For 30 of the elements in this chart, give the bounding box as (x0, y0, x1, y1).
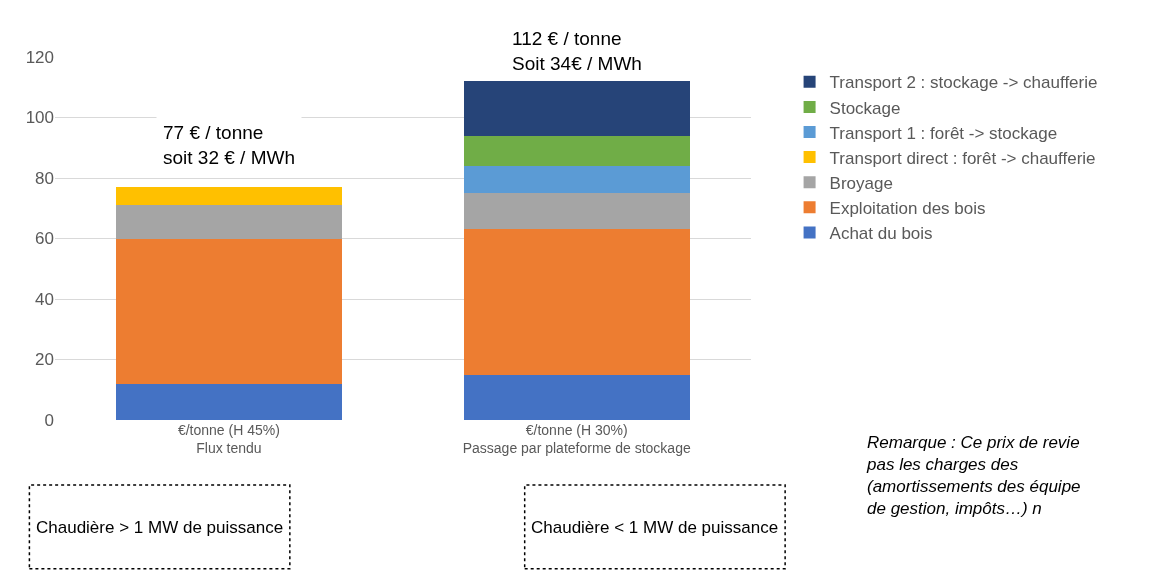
y-tick-label: 0 (44, 410, 54, 430)
bar (463, 165, 690, 194)
bar (463, 374, 690, 420)
legend-label: Broyage (829, 173, 893, 193)
legend-label: Stockage (829, 98, 901, 118)
y-tick-label: 60 (35, 229, 54, 249)
x-tick-label: €/tonne (H 45%) Flux tendu (177, 422, 280, 457)
text: Chaudière > 1 MW de puissance (36, 518, 284, 537)
bar (463, 135, 690, 166)
bar (115, 205, 342, 239)
annotation: 77 € / tonne soit 32 € / MWh (163, 122, 295, 168)
y-tick-label: 120 (25, 47, 54, 67)
legend-label: Transport 2 : stockage -> chaufferie (829, 73, 1098, 93)
bar (463, 193, 690, 230)
text: Remarque : Ce prix de revie pas les charges des (amortissements des équipe de gestion, impôts…) n (866, 433, 1081, 519)
legend-label: Transport 1 : forêt -> stockage (829, 123, 1058, 143)
y-tick-label: 20 (35, 350, 54, 370)
legend-label: Exploitation des bois (829, 198, 986, 218)
text: Chaudière < 1 MW de puissance (531, 518, 779, 537)
bar (463, 229, 690, 375)
bar (115, 383, 342, 420)
bar (115, 238, 342, 384)
y-tick-label: 80 (35, 168, 54, 188)
bar (115, 187, 342, 206)
annotation: 112 € / tonne Soit 34€ / MWh (512, 28, 642, 74)
y-tick-label: 40 (35, 289, 54, 309)
y-tick-label: 100 (25, 108, 54, 128)
x-tick-label: €/tonne (H 30%) Passage par plateforme de stockage (462, 422, 691, 457)
legend-label: Achat du bois (829, 224, 933, 244)
legend-label: Transport direct : forêt -> chaufferie (829, 148, 1096, 168)
